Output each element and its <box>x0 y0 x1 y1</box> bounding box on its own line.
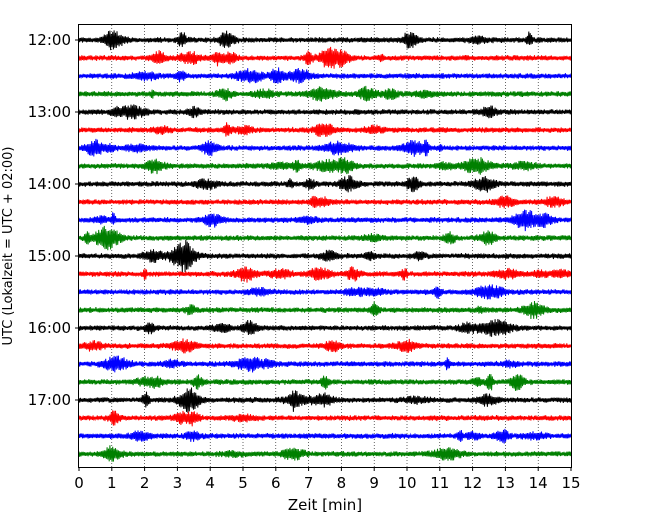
x-tick-label: 8 <box>337 474 347 492</box>
x-tick-label: 1 <box>107 474 117 492</box>
x-axis-label: Zeit [min] <box>288 496 362 514</box>
x-tick-label: 6 <box>271 474 281 492</box>
seismogram-trace <box>78 225 572 251</box>
seismogram-trace <box>78 445 572 462</box>
seismogram-trace <box>78 284 572 300</box>
y-tick-label: 16:00 <box>28 319 71 337</box>
trace-layer <box>78 30 572 462</box>
x-tick-label: 11 <box>430 474 449 492</box>
x-tick-label: 5 <box>238 474 248 492</box>
seismogram-trace <box>78 209 572 232</box>
seismogram-trace <box>78 355 572 373</box>
seismogram-trace <box>78 318 572 337</box>
x-tick-label: 15 <box>561 474 580 492</box>
x-axis: 0 1 2 3 4 5 6 7 8 9 10 11 12 13 14 15 <box>74 467 581 492</box>
y-tick-label: 15:00 <box>28 247 71 265</box>
y-tick-label: 17:00 <box>28 391 71 409</box>
seismogram-trace <box>78 239 572 273</box>
seismogram-trace <box>78 338 572 354</box>
seismogram-trace <box>78 387 572 413</box>
y-tick-label: 14:00 <box>28 175 71 193</box>
x-tick-label: 4 <box>205 474 215 492</box>
seismogram-trace <box>78 85 572 102</box>
seismogram-trace <box>78 30 572 51</box>
seismogram-trace <box>78 300 572 320</box>
seismogram-trace <box>78 428 572 444</box>
seismogram-trace <box>78 410 572 427</box>
seismogram-trace <box>78 157 572 175</box>
y-tick-label: 12:00 <box>28 31 71 49</box>
seismogram-trace <box>78 67 572 84</box>
y-axis-label: UTC (Lokalzeit = UTC + 02:00) <box>1 147 16 346</box>
y-axis: 12:00 13:00 14:00 15:00 16:00 17:00 <box>28 31 79 409</box>
x-tick-label: 0 <box>74 474 84 492</box>
plot-frame <box>78 24 572 468</box>
x-tick-label: 14 <box>529 474 548 492</box>
x-tick-label: 2 <box>140 474 150 492</box>
seismogram-trace <box>78 138 572 157</box>
seismogram-trace <box>78 195 572 209</box>
x-tick-label: 13 <box>496 474 515 492</box>
x-tick-label: 12 <box>463 474 482 492</box>
seismogram-trace <box>78 175 572 193</box>
seismogram-trace <box>78 374 572 391</box>
seismogram-trace <box>78 46 572 69</box>
x-tick-label: 10 <box>397 474 416 492</box>
seismogram-trace <box>78 266 572 283</box>
seismogram-trace <box>78 104 572 120</box>
x-tick-label: 9 <box>369 474 379 492</box>
x-tick-label: 3 <box>173 474 183 492</box>
x-tick-label: 7 <box>304 474 314 492</box>
seismogram-trace <box>78 122 572 138</box>
y-tick-label: 13:00 <box>28 103 71 121</box>
